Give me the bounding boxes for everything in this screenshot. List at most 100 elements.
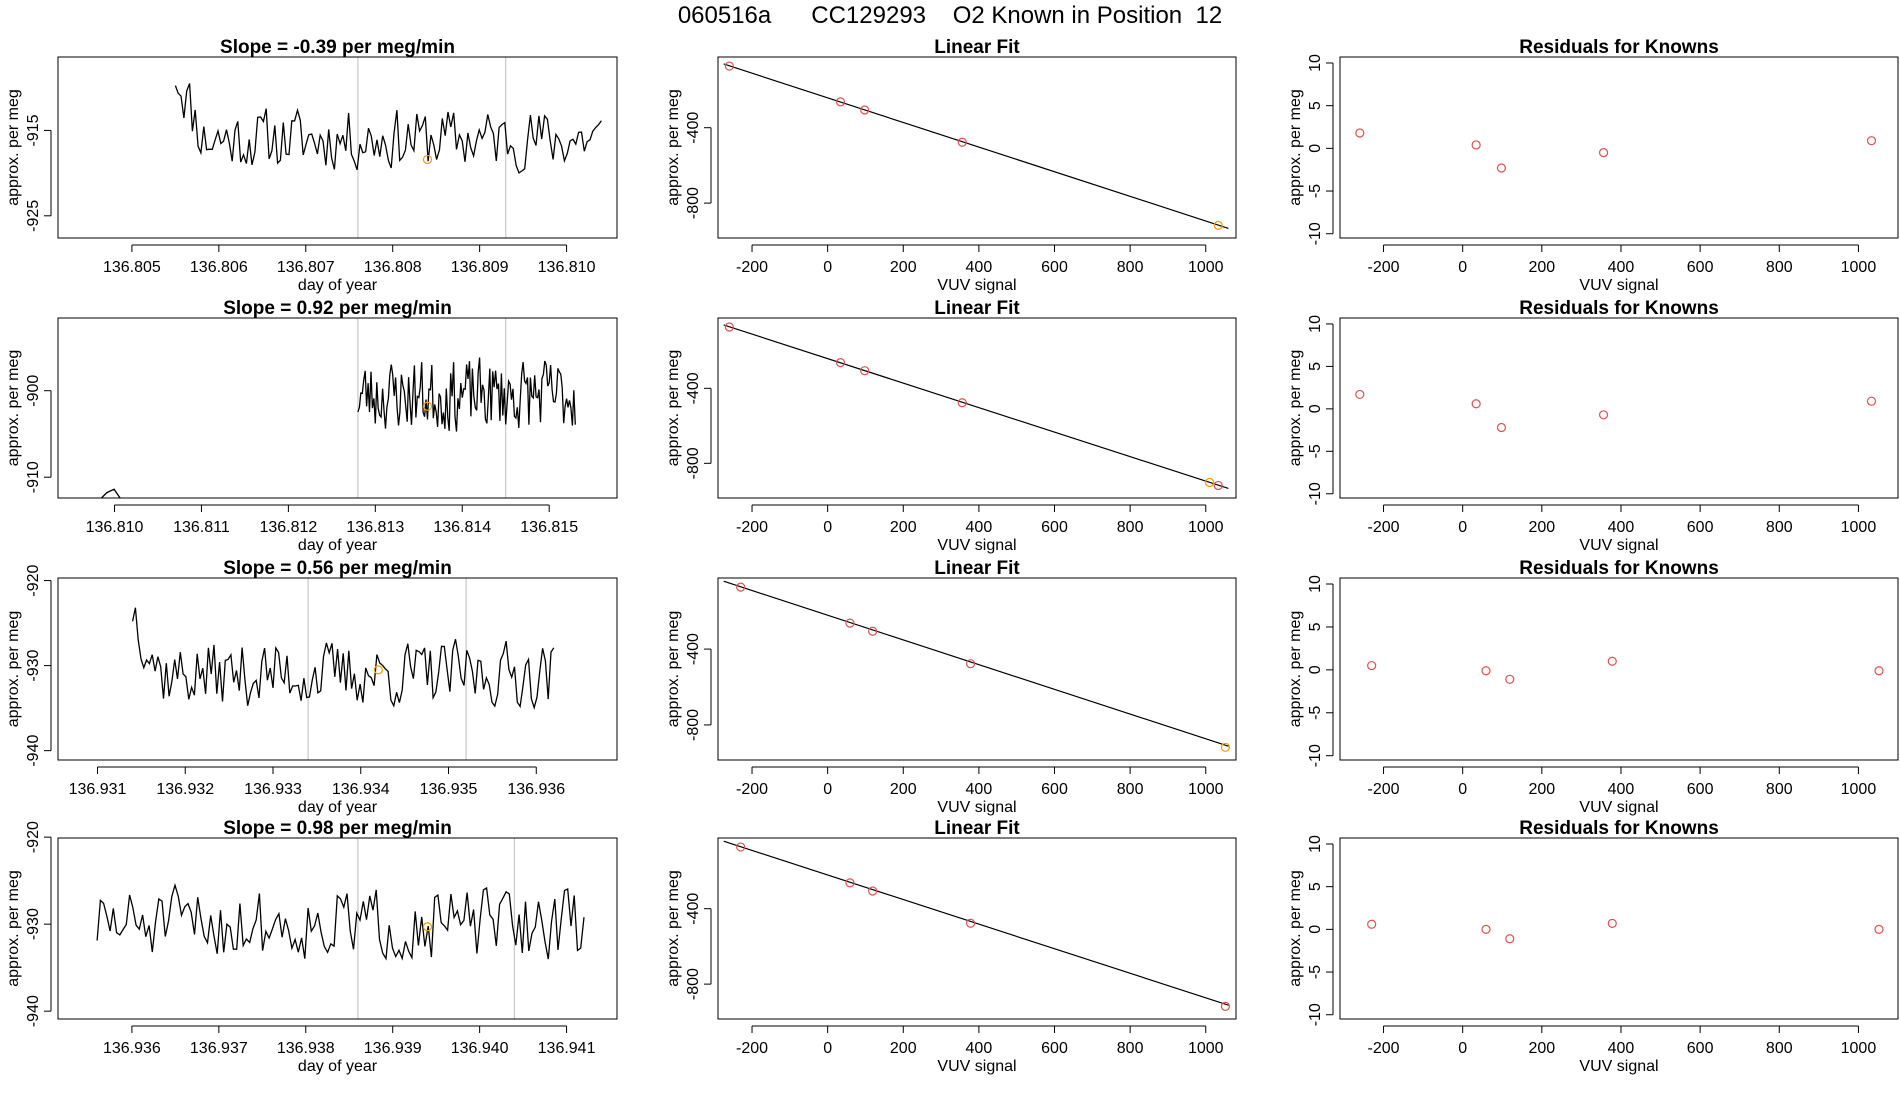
y-tick-label: 0 (1307, 665, 1324, 674)
plot-frame (1339, 837, 1899, 1020)
x-tick-label: 800 (1117, 1040, 1144, 1057)
chart-title: Linear Fit (934, 298, 1020, 319)
x-tick-label: -200 (1368, 519, 1400, 536)
y-tick-label: -400 (685, 112, 702, 144)
x-tick-label: 136.940 (451, 1040, 509, 1057)
chart-title: Slope = 0.98 per meg/min (223, 818, 452, 839)
x-axis-label: day of year (298, 277, 378, 294)
x-tick-label: 136.810 (538, 259, 596, 276)
chart-title: Slope = 0.56 per meg/min (223, 558, 452, 579)
x-axis-label: day of year (298, 537, 378, 554)
data-point (1874, 666, 1884, 676)
baseline-series-line (100, 488, 121, 498)
y-axis-label: approx. per meg (5, 350, 22, 467)
data-point (1866, 396, 1877, 406)
plot-area (1367, 918, 1884, 944)
x-axis-label: day of year (298, 799, 378, 816)
y-tick-label: 5 (1307, 362, 1324, 371)
plot-area (100, 318, 576, 498)
y-tick-label: -10 (1307, 1003, 1324, 1026)
data-point (965, 659, 976, 669)
x-axis-label: VUV signal (1579, 1058, 1658, 1075)
x-tick-label: -200 (1368, 781, 1400, 798)
chart-title: Residuals for Knowns (1519, 558, 1719, 579)
data-point (1204, 477, 1215, 488)
y-tick-label: -800 (685, 447, 702, 479)
x-tick-label: 136.932 (156, 781, 214, 798)
y-tick-label: -400 (685, 633, 702, 665)
x-tick-label: 400 (1608, 781, 1635, 798)
data-point (736, 842, 746, 852)
data-point (1481, 666, 1491, 676)
x-tick-label: 800 (1766, 1040, 1793, 1057)
data-point (1367, 660, 1377, 671)
x-tick-label: 136.938 (277, 1040, 335, 1057)
chart-panel-residuals-4: Residuals for Knowns-200 0 200 400 600 800 100… (1287, 818, 1899, 1075)
chart-panel-time-series-3: Slope = 0.56 per meg/min 136.931 136.932 13… (5, 558, 618, 816)
y-tick-label: -910 (25, 461, 42, 493)
x-tick-label: 600 (1687, 519, 1714, 536)
y-tick-label: -940 (25, 735, 42, 767)
y-tick-label: -5 (1307, 184, 1324, 198)
x-tick-label: 1000 (1188, 1040, 1224, 1057)
x-tick-label: 200 (890, 519, 917, 536)
data-point (1220, 1001, 1231, 1011)
x-tick-label: 136.815 (520, 519, 578, 536)
x-tick-label: 600 (1041, 519, 1068, 536)
x-axis-label: VUV signal (1579, 799, 1658, 816)
plot-frame (57, 317, 618, 499)
y-axis-label: approx. per meg (665, 350, 682, 467)
chart-title: Slope = 0.92 per meg/min (223, 298, 452, 319)
plot-frame (57, 577, 618, 761)
data-point (736, 582, 746, 592)
chart-panel-linear-fit-1: Linear Fit -200 0 200 400 600 800 1000 VUV signa… (665, 37, 1237, 294)
plot-frame (1339, 577, 1899, 761)
x-tick-label: 0 (823, 519, 832, 536)
chart-title: Residuals for Knowns (1519, 37, 1719, 58)
plot-area (723, 580, 1231, 752)
x-tick-label: 136.814 (433, 519, 491, 536)
x-tick-label: 1000 (1188, 259, 1224, 276)
data-point (1367, 919, 1377, 929)
x-tick-label: 800 (1117, 519, 1144, 536)
x-tick-label: 136.809 (451, 259, 509, 276)
x-tick-label: 600 (1041, 1040, 1068, 1057)
x-tick-label: 600 (1041, 259, 1068, 276)
x-tick-label: 0 (823, 1040, 832, 1057)
plot-area (723, 840, 1231, 1011)
data-series-line (131, 607, 555, 711)
y-tick-label: -10 (1307, 482, 1324, 505)
x-tick-label: 200 (1528, 1040, 1555, 1057)
data-point (1213, 220, 1223, 230)
x-tick-label: 0 (823, 781, 832, 798)
x-tick-label: 400 (1608, 519, 1635, 536)
data-point (1496, 422, 1507, 433)
data-point (1220, 742, 1231, 752)
data-point (965, 918, 976, 928)
data-point (860, 366, 870, 376)
x-axis-label: VUV signal (937, 1058, 1016, 1075)
x-axis-label: day of year (298, 1058, 378, 1075)
x-tick-label: 0 (823, 259, 832, 276)
data-point (1607, 656, 1617, 666)
y-tick-label: 10 (1307, 575, 1324, 593)
x-tick-label: 800 (1766, 781, 1793, 798)
plot-frame (1339, 56, 1899, 239)
data-series-line (357, 357, 576, 432)
chart-panel-linear-fit-4: Linear Fit -200 0 200 400 600 800 1000 VUV signa… (665, 818, 1237, 1075)
y-tick-label: -800 (685, 187, 702, 219)
y-tick-label: 5 (1307, 882, 1324, 891)
x-tick-label: 136.931 (69, 781, 127, 798)
plot-area (1355, 389, 1877, 433)
chart-title: Slope = -0.39 per meg/min (220, 37, 455, 58)
chart-panel-residuals-3: Residuals for Knowns-200 0 200 400 600 800 100… (1287, 558, 1899, 816)
data-point (1481, 924, 1491, 934)
y-axis-label: approx. per meg (665, 611, 682, 728)
x-tick-label: 800 (1117, 781, 1144, 798)
x-tick-label: 800 (1766, 259, 1793, 276)
x-tick-label: 136.933 (244, 781, 302, 798)
data-point (845, 618, 855, 628)
data-point (1496, 163, 1507, 173)
x-tick-label: 400 (966, 259, 993, 276)
y-tick-label: -930 (25, 908, 42, 940)
